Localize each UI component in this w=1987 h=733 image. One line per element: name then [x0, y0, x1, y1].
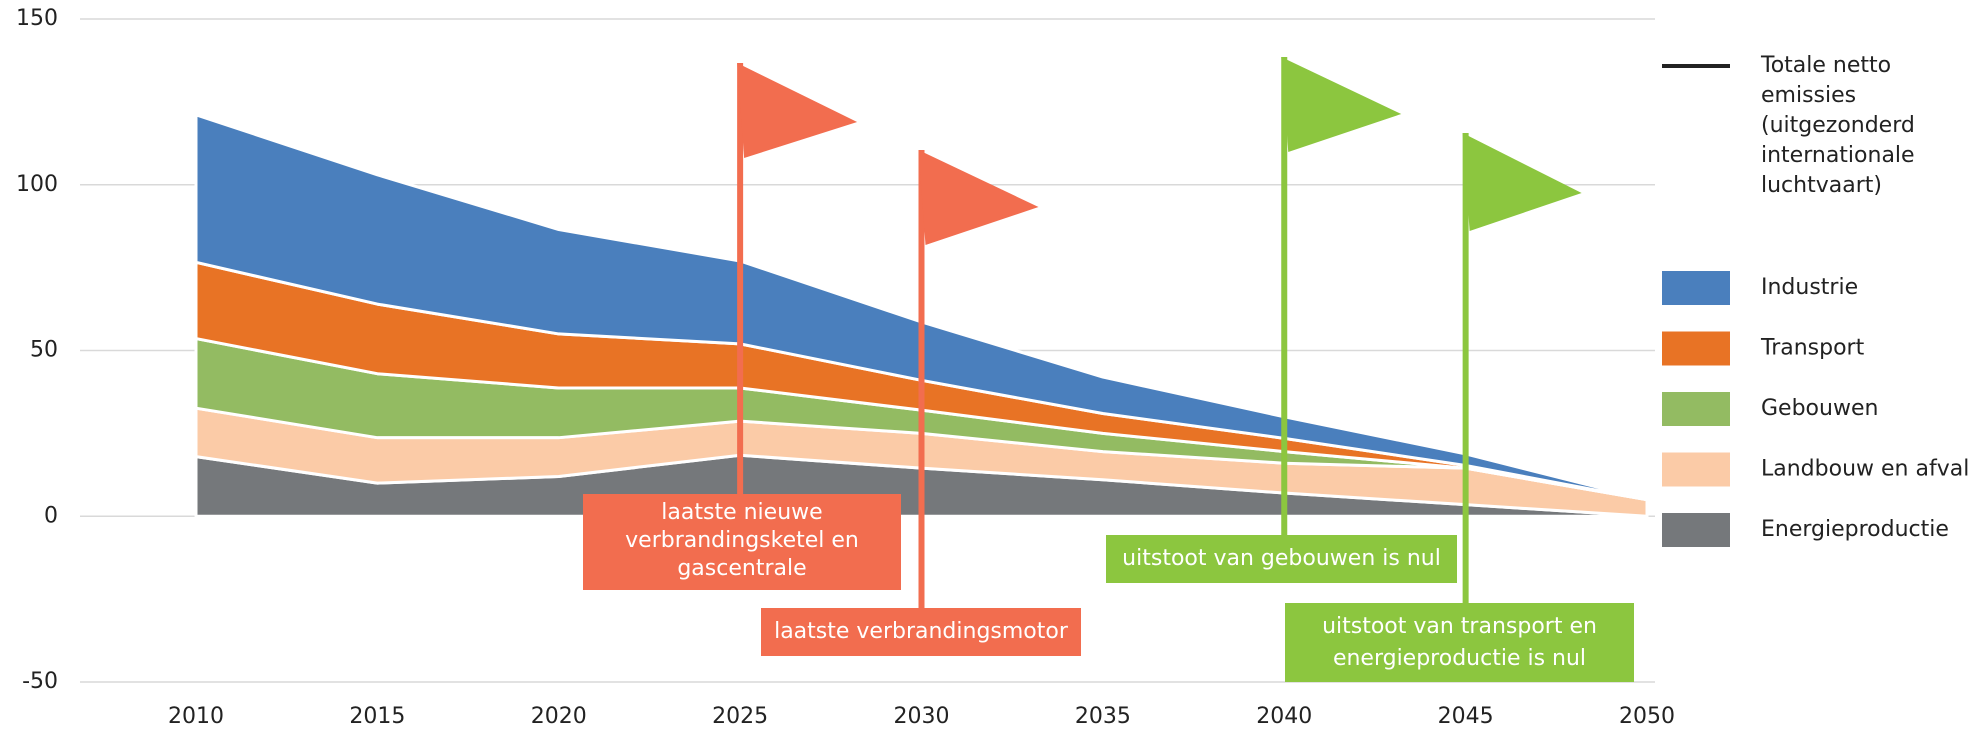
- legend-label: Industrie: [1761, 275, 1858, 300]
- annotation-text: laatste verbrandingsmotor: [774, 619, 1069, 644]
- legend-label: emissies: [1761, 83, 1856, 108]
- y-tick-label: 0: [44, 503, 58, 528]
- legend-label: Energieproductie: [1761, 517, 1949, 542]
- legend-label: Gebouwen: [1761, 396, 1878, 421]
- x-tick-label: 2035: [1075, 704, 1131, 729]
- legend-label: Transport: [1760, 336, 1865, 361]
- annotation-text: gascentrale: [677, 556, 806, 581]
- flag: [737, 63, 858, 158]
- legend-swatch: [1662, 271, 1730, 305]
- legend-label: (uitgezonderd: [1761, 113, 1915, 138]
- x-tick-label: 2015: [349, 704, 405, 729]
- y-tick-label: -50: [22, 669, 58, 694]
- x-tick-label: 2040: [1256, 704, 1312, 729]
- annotation-box: [583, 494, 901, 590]
- annotation-box: [761, 608, 1081, 656]
- legend-swatch: [1662, 513, 1730, 547]
- y-tick-label: 100: [16, 172, 58, 197]
- legend-label: internationale: [1761, 143, 1915, 168]
- x-tick-label: 2045: [1438, 704, 1494, 729]
- legend-label: Landbouw en afval: [1761, 457, 1969, 482]
- annotation-text: verbrandingsketel en: [625, 528, 859, 553]
- x-tick-label: 2025: [712, 704, 768, 729]
- legend-swatch: [1662, 452, 1730, 487]
- annotation-text: laatste nieuwe: [661, 500, 822, 525]
- legend-label: Totale netto: [1760, 53, 1891, 78]
- annotation-text: energieproductie is nul: [1333, 646, 1586, 671]
- x-tick-label: 2010: [168, 704, 224, 729]
- annotation-text: uitstoot van gebouwen is nul: [1122, 546, 1441, 571]
- legend-swatch: [1662, 392, 1730, 426]
- y-tick-label: 150: [16, 6, 58, 31]
- annotation-box: [1285, 603, 1634, 682]
- flag: [1281, 57, 1402, 152]
- x-tick-label: 2050: [1619, 704, 1675, 729]
- x-tick-label: 2020: [531, 704, 587, 729]
- legend-label: luchtvaart): [1761, 173, 1882, 198]
- flag: [918, 150, 1039, 245]
- flag: [1462, 133, 1582, 231]
- annotation-box: [1106, 535, 1457, 583]
- annotation-text: uitstoot van transport en: [1322, 614, 1597, 639]
- legend-swatch: [1662, 331, 1730, 366]
- area: [194, 113, 1649, 502]
- y-tick-label: 50: [30, 338, 58, 363]
- x-tick-label: 2030: [894, 704, 950, 729]
